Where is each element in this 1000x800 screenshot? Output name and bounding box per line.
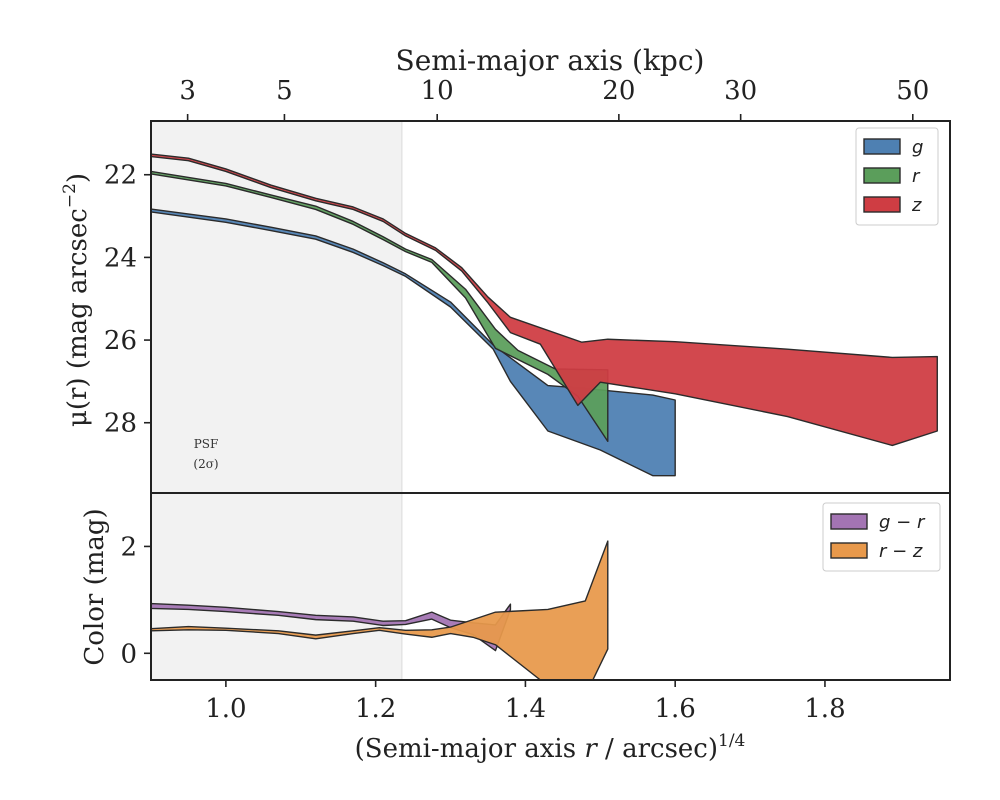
top-axis-title: Semi-major axis (kpc) xyxy=(396,44,705,77)
profile-band-r xyxy=(151,170,609,443)
y-tick-label-22: 22 xyxy=(104,161,137,191)
x-tick-label-1.8: 1.8 xyxy=(804,694,845,724)
top-legend-swatch-g xyxy=(863,138,901,155)
top-legend-label-g: g xyxy=(912,137,923,158)
top-tick-label-5: 5 xyxy=(276,76,293,106)
x-tick-label-1.4: 1.4 xyxy=(505,694,546,724)
top-legend-swatch-r xyxy=(863,167,901,184)
xlabel-main: (Semi-major axis xyxy=(355,734,585,764)
psf-label-line2: (2σ) xyxy=(193,457,218,471)
y-tick-label-28: 28 xyxy=(104,409,137,439)
xlabel-var: r xyxy=(584,734,598,764)
psf-label-line1: PSF xyxy=(194,437,219,451)
x-tick-label-1.6: 1.6 xyxy=(655,694,696,724)
top-y-axis-title: μ(r) (mag arcsec−2) xyxy=(60,173,93,427)
xlabel-rest: / arcsec) xyxy=(597,734,718,764)
color-band-g-r xyxy=(151,602,512,652)
y-tick-label-26: 26 xyxy=(104,326,137,356)
top-legend-swatch-z xyxy=(863,196,901,213)
bottom-y-axis-title: Color (mag) xyxy=(80,508,110,665)
bottom-legend-label-r-z: r − z xyxy=(879,541,923,562)
color-y-tick-label-0: 0 xyxy=(120,639,137,669)
ylabel-main: μ(r) (mag arcsec xyxy=(63,208,93,427)
bottom-legend-swatch-g-r xyxy=(830,513,868,530)
top-tick-label-20: 20 xyxy=(602,76,635,106)
bottom-panel-frame xyxy=(150,492,951,681)
y-tick-label-24: 24 xyxy=(104,243,137,273)
bottom-legend-swatch-r-z xyxy=(830,542,868,559)
top-plot-area xyxy=(151,121,938,493)
ylabel-sup: −2 xyxy=(60,183,80,208)
top-tick-label-10: 10 xyxy=(421,76,454,106)
color-panel: 0 2 1.0 1.2 1.4 1.6 1.8 g − r r − z xyxy=(120,492,951,724)
bottom-x-axis-title: (Semi-major axis r / arcsec)1/4 xyxy=(355,731,746,764)
bottom-legend-label-g-r: g − r xyxy=(879,512,926,533)
top-tick-label-50: 50 xyxy=(896,76,929,106)
x-tick-label-1.2: 1.2 xyxy=(355,694,396,724)
surface-brightness-panel: 22 24 26 28 3 5 10 20 30 50 grz xyxy=(104,76,951,494)
top-tick-label-3: 3 xyxy=(179,76,196,106)
xlabel-sup: 1/4 xyxy=(718,731,745,751)
color-y-tick-label-2: 2 xyxy=(120,532,137,562)
ylabel-end: ) xyxy=(63,173,93,183)
psf-shaded-region-bottom xyxy=(151,493,402,680)
profile-band-g xyxy=(151,208,676,477)
color-band-r-z xyxy=(151,540,609,680)
top-tick-label-30: 30 xyxy=(724,76,757,106)
x-tick-label-1: 1.0 xyxy=(205,694,246,724)
profile-band-z xyxy=(151,153,938,447)
top-legend-label-z: z xyxy=(911,195,922,216)
bottom-plot-area xyxy=(151,493,609,680)
psf-shaded-region xyxy=(151,121,402,493)
top-legend-label-r: r xyxy=(912,166,921,187)
